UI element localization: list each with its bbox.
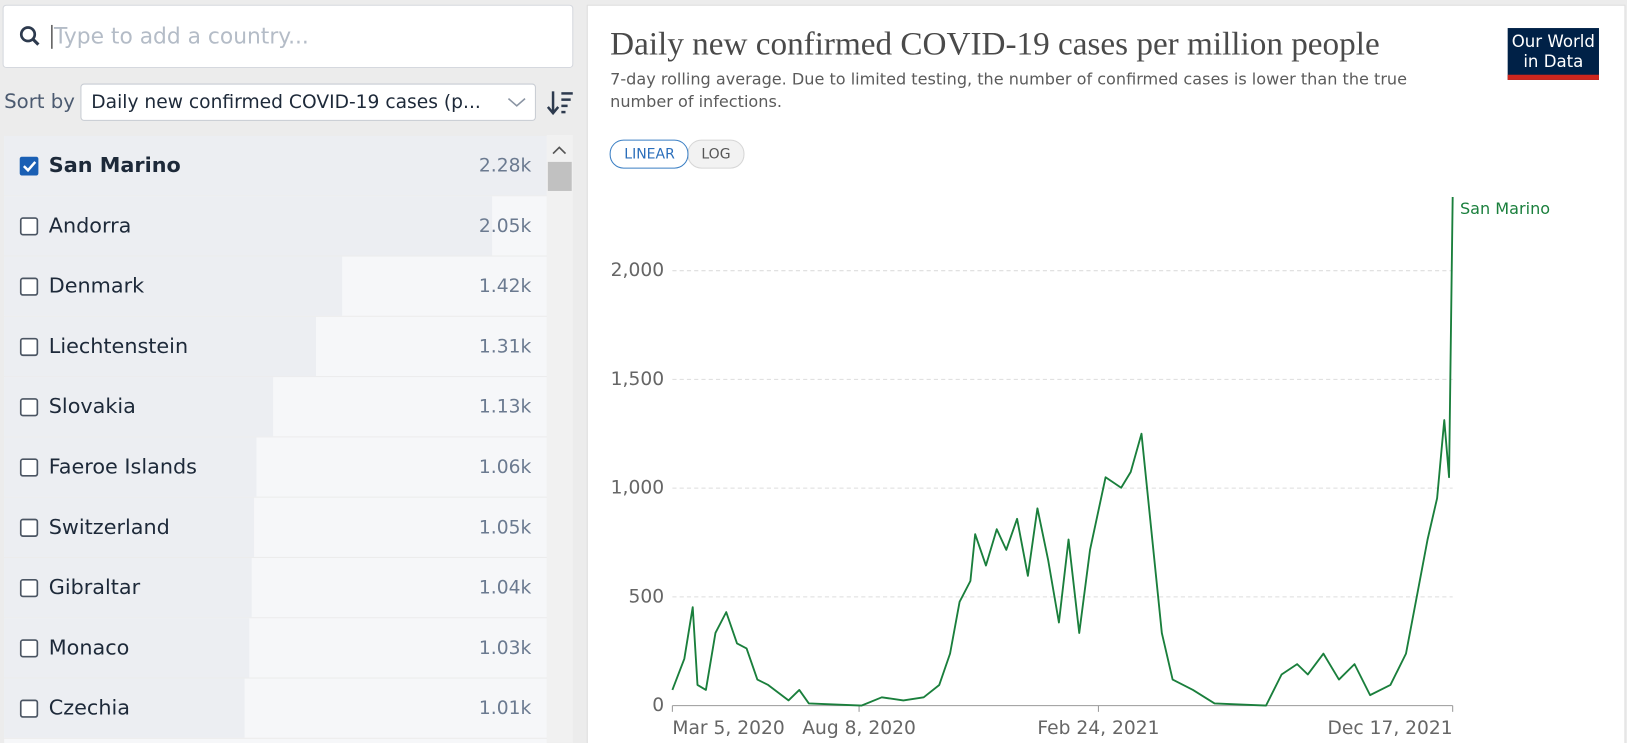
checkbox xyxy=(19,458,39,477)
country-value: 1.06k xyxy=(479,457,532,478)
chart-panel xyxy=(586,4,1626,743)
linear-button[interactable] xyxy=(609,139,689,169)
country-name: Slovakia xyxy=(49,394,136,418)
scrollbar[interactable] xyxy=(546,134,573,743)
chart-title: Daily new confirmed COVID-19 cases per m… xyxy=(610,25,1380,62)
x-tick-label: Aug 8, 2020 xyxy=(802,718,916,739)
country-name: Liechtenstein xyxy=(49,334,188,358)
country-value: 1.01k xyxy=(479,698,532,719)
row-bar xyxy=(4,557,252,618)
y-tick-label: 1,000 xyxy=(611,478,664,499)
series-label: San Marino xyxy=(1460,199,1550,218)
row-bar xyxy=(4,256,343,316)
country-name: Gibraltar xyxy=(49,575,141,599)
sort-dropdown[interactable] xyxy=(80,83,536,121)
search-box[interactable] xyxy=(2,4,574,68)
search-placeholder: Type to add a country... xyxy=(53,24,309,49)
checkbox xyxy=(19,639,39,658)
country-value: 1.42k xyxy=(479,276,532,297)
country-name: Andorra xyxy=(49,213,132,237)
row-bar xyxy=(4,316,316,377)
checkbox xyxy=(19,217,39,236)
logo-text: in Data xyxy=(1523,52,1583,71)
sort-icon xyxy=(546,106,560,116)
country-name: Czechia xyxy=(49,696,130,720)
row-bar xyxy=(4,135,547,196)
logo-text: Our World xyxy=(1512,32,1595,51)
checkbox xyxy=(19,156,39,176)
y-tick-label: 1,500 xyxy=(611,369,664,390)
search-icon xyxy=(19,26,37,43)
checkbox xyxy=(19,337,39,357)
y-tick-label: 2,000 xyxy=(611,260,664,281)
line-chart: 0 500 1,000 1,500 2,000 Mar 5, 2020 Aug 8, 202… xyxy=(611,196,1550,739)
x-tick-label: Feb 24, 2021 xyxy=(1037,718,1159,739)
country-value: 1.04k xyxy=(479,578,532,599)
country-name: Monaco xyxy=(49,635,130,659)
x-tick-label: Dec 17, 2021 xyxy=(1328,718,1453,739)
country-name: Switzerland xyxy=(49,515,170,539)
country-value: 2.28k xyxy=(479,156,532,177)
row xyxy=(4,738,547,743)
series-line xyxy=(671,196,1454,707)
checkbox xyxy=(19,518,39,537)
country-list: San Marino 2.28k Andorra 2.05k Denmark 1.42k L… xyxy=(4,135,547,743)
country-name: Faeroe Islands xyxy=(49,455,197,479)
country-value: 2.05k xyxy=(479,216,532,237)
dropdown-arrow xyxy=(507,98,526,107)
country-name: Denmark xyxy=(49,274,144,298)
country-value: 1.03k xyxy=(479,638,532,659)
logo xyxy=(1507,28,1599,80)
row-bar xyxy=(4,618,250,678)
country-value: 1.31k xyxy=(479,336,532,357)
sort-selected: Daily new confirmed COVID-19 cases (p... xyxy=(91,92,481,113)
x-tick-label: Mar 5, 2020 xyxy=(672,718,784,739)
chart-subtitle: 7-day rolling average. Due to limited te… xyxy=(610,69,1407,88)
checkbox xyxy=(19,578,39,598)
scroll-up[interactable] xyxy=(552,146,567,155)
country-name: San Marino xyxy=(49,153,181,177)
checkbox xyxy=(19,398,39,417)
button-label: LOG xyxy=(701,147,730,163)
chart-subtitle: number of infections. xyxy=(610,92,782,111)
row-bar xyxy=(4,678,245,738)
sort-order-button[interactable] xyxy=(546,91,573,116)
country-value: 1.13k xyxy=(479,397,532,418)
y-tick-label: 0 xyxy=(652,695,664,716)
scroll-thumb[interactable] xyxy=(547,161,572,191)
search-icon xyxy=(32,38,40,46)
country-value: 1.05k xyxy=(479,517,532,538)
button-label: LINEAR xyxy=(624,147,675,163)
y-tick-label: 500 xyxy=(628,586,664,607)
row-bar xyxy=(4,497,255,557)
checkmark xyxy=(22,161,37,173)
logo-stripe xyxy=(1507,74,1599,80)
row-bar xyxy=(4,377,274,437)
row-bar xyxy=(4,196,493,256)
row-bar xyxy=(4,437,257,497)
sort-label: Sort by xyxy=(4,90,75,113)
checkbox xyxy=(19,277,39,296)
checkbox xyxy=(19,699,39,718)
